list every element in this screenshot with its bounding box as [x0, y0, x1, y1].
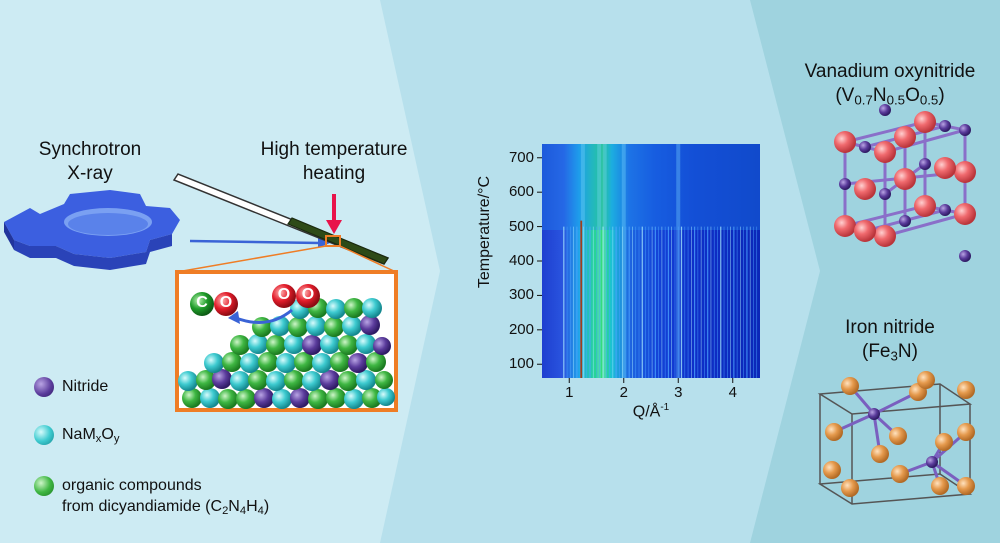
iron-formula: (Fe3N) — [862, 341, 918, 364]
legend-item-oxide: NaMxOy — [34, 424, 119, 450]
x-tick-label: 1 — [565, 384, 574, 401]
x-tick-label: 3 — [674, 384, 683, 401]
diffraction-band — [580, 144, 585, 378]
y-tick-label: 200 — [508, 320, 534, 338]
co-carbon-label: C — [196, 294, 208, 311]
vanadium-title: Vanadium oxynitride — [804, 61, 976, 82]
synchrotron-ring-icon — [4, 190, 180, 270]
capillary-tube — [172, 173, 390, 265]
diffraction-streaks — [563, 144, 758, 378]
nitrogen-oxygen-atoms — [839, 104, 971, 262]
nitrogen-atoms — [868, 408, 938, 468]
vanadium-atoms — [834, 111, 976, 247]
co-molecule-icon — [190, 292, 238, 316]
diffraction-band — [621, 144, 626, 378]
o2-oxygen2-label: O — [301, 286, 315, 303]
heating-label: High temperature heating — [260, 139, 408, 184]
heatmap-area — [542, 144, 760, 378]
legend-item-organic: organic compounds from dicyandiamide (C2… — [34, 475, 269, 522]
xray-beam — [189, 239, 321, 245]
y-tick-label: 400 — [508, 252, 534, 269]
source-label: Synchrotron X-ray — [38, 139, 142, 184]
o2-molecule-icon — [272, 284, 320, 308]
diffraction-band — [597, 144, 602, 378]
y-tick-label: 700 — [508, 148, 534, 166]
purple-sphere-icon — [34, 377, 54, 397]
x-tick-label: 2 — [619, 384, 628, 401]
y-tick-label: 100 — [508, 355, 534, 373]
cyan-sphere-icon — [34, 425, 54, 445]
iron-title: Iron nitride — [845, 317, 935, 338]
iron-atoms — [823, 371, 975, 497]
x-axis-label: Q/Å-1 — [632, 402, 670, 421]
y-tick-label: 300 — [508, 286, 534, 304]
x-tick-label: 4 — [728, 384, 737, 401]
y-tick-label: 500 — [508, 217, 534, 235]
vanadium-formula: (V0.7N0.5O0.5) — [835, 85, 945, 108]
gas-release-arrow — [235, 308, 293, 324]
y-tick-label: 600 — [508, 183, 534, 201]
o2-oxygen1-label: O — [277, 286, 291, 303]
heating-arrow — [326, 194, 342, 234]
legend-item-nitride: Nitride — [34, 376, 108, 397]
green-sphere-icon — [34, 476, 54, 496]
co-oxygen-label: O — [219, 294, 233, 311]
particle-pile — [178, 298, 395, 409]
diffraction-band — [602, 144, 607, 378]
